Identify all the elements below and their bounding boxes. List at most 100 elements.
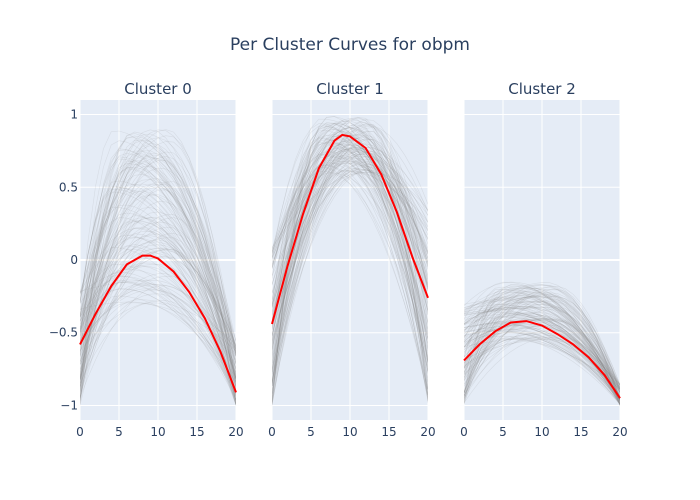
sample-curve [80, 150, 236, 349]
sample-curve [80, 160, 236, 379]
sample-curve [80, 137, 236, 392]
sample-curve [464, 297, 620, 389]
sample-curve [272, 126, 428, 387]
sample-curve [272, 150, 428, 359]
sample-curve [272, 172, 428, 316]
sample-curve [464, 329, 620, 403]
sample-curve [464, 320, 620, 399]
sample-curve [80, 133, 236, 394]
sample-curve [80, 275, 236, 405]
sample-curve [272, 169, 428, 369]
sample-curve [464, 289, 620, 399]
sample-curve [464, 319, 620, 406]
sample-curve [272, 148, 428, 349]
sample-curve [272, 134, 428, 405]
sample-curve [80, 265, 236, 392]
sample-curve [80, 220, 236, 346]
sample-curve [464, 281, 620, 399]
x-tick-label: 5 [307, 425, 315, 439]
panel-1: Cluster 1 0 5 10 15 20 [268, 80, 435, 439]
sample-curve [80, 183, 236, 384]
sample-curve [272, 168, 428, 370]
sample-curve [464, 292, 620, 401]
sample-curve [272, 130, 428, 288]
sample-curve [464, 324, 620, 400]
sample-curve [272, 152, 428, 394]
sample-curve [80, 174, 236, 355]
sample-curve [272, 153, 428, 258]
sample-curve [272, 156, 428, 339]
sample-curve [272, 139, 428, 405]
sample-curve [272, 147, 428, 252]
sample-curve [272, 168, 428, 375]
sample-curve [272, 122, 428, 369]
sample-curve [464, 294, 620, 403]
sample-curve [80, 237, 236, 396]
sample-curve [80, 279, 236, 384]
sample-curve [272, 142, 428, 347]
sample-curve [272, 123, 428, 352]
sample-curve [272, 135, 428, 303]
sample-curve [80, 283, 236, 353]
sample-curve [80, 214, 236, 405]
sample-curve [464, 301, 620, 406]
sample-curve [272, 131, 428, 383]
sample-curve [464, 305, 620, 399]
sample-curve [80, 183, 236, 381]
sample-curve [464, 318, 620, 404]
x-tick-label: 15 [381, 425, 396, 439]
sample-curve [272, 164, 428, 398]
sample-curve [272, 128, 428, 340]
sample-curve [80, 201, 236, 398]
x-tick-label: 5 [499, 425, 507, 439]
sample-curve [272, 119, 428, 252]
sample-curve [80, 217, 236, 397]
sample-curve [464, 338, 620, 397]
y-tick-label: −0.5 [49, 326, 78, 340]
x-tick-label: 20 [420, 425, 435, 439]
sample-curve [272, 170, 428, 294]
sample-curve [80, 251, 236, 406]
sample-curve [80, 252, 236, 377]
sample-curve [80, 300, 236, 406]
sample-curve [464, 301, 620, 400]
sample-curve [272, 172, 428, 375]
sample-curve [272, 159, 428, 372]
sample-curve [80, 212, 236, 357]
sample-curve [272, 151, 428, 400]
sample-curve [272, 127, 428, 267]
sample-curve [80, 131, 236, 399]
sample-curve [464, 284, 620, 405]
sample-curve [80, 244, 236, 354]
sample-curve [464, 287, 620, 386]
sample-curve [80, 157, 236, 356]
sample-curve [272, 171, 428, 345]
sample-curve [464, 285, 620, 394]
sample-curve [464, 319, 620, 397]
x-tick-label: 0 [268, 425, 276, 439]
sample-curve [272, 169, 428, 381]
x-tick-label: 0 [460, 425, 468, 439]
sample-curve [272, 122, 428, 386]
sample-curve [464, 287, 620, 400]
sample-curve [272, 118, 428, 356]
x-tick-label: 0 [76, 425, 84, 439]
sample-curve [272, 136, 428, 364]
sample-curve [464, 333, 620, 396]
sample-curve [464, 300, 620, 402]
sample-curve [272, 143, 428, 344]
sample-curve [80, 179, 236, 401]
panel-title: Cluster 2 [508, 80, 576, 98]
sample-curve [80, 233, 236, 393]
sample-curve [80, 167, 236, 342]
sample-curve [80, 183, 236, 384]
sample-curve [80, 204, 236, 395]
mean-curve [79, 254, 237, 393]
sample-curve [464, 307, 620, 394]
sample-curve [272, 148, 428, 335]
sample-curve [464, 309, 620, 401]
sample-curve [464, 291, 620, 397]
sample-curve [464, 323, 620, 400]
sample-curve [272, 149, 428, 310]
sample-curve [272, 150, 428, 330]
